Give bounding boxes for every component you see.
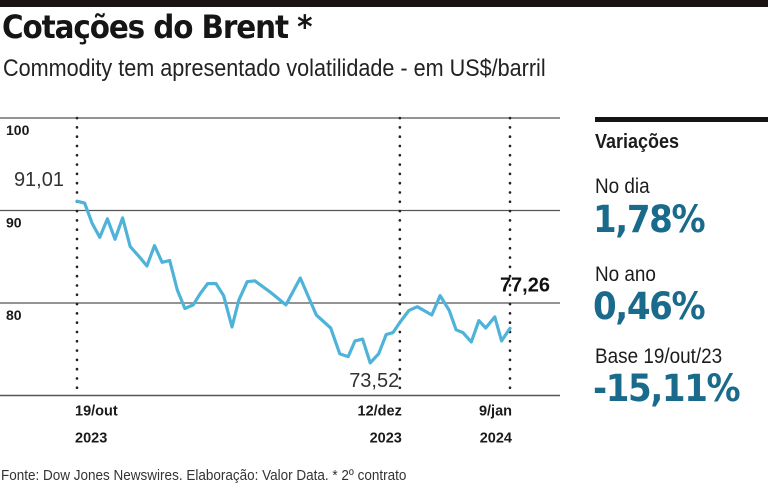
y-axis-labels: 100 90 80 xyxy=(6,122,30,323)
brent-price-line xyxy=(75,199,512,365)
x-tick-label-date: 12/dez xyxy=(358,404,402,420)
y-tick-label: 80 xyxy=(6,307,22,323)
daily-change-value: 1,78% xyxy=(593,198,706,241)
variations-panel: Variações No dia 1,78% No ano 0,46% Base… xyxy=(593,117,768,410)
x-tick-label-year: 2023 xyxy=(370,431,402,447)
year-change-label: No ano xyxy=(595,263,656,286)
base-change-value: -15,11% xyxy=(593,367,741,410)
year-change-value: 0,46% xyxy=(593,285,706,328)
x-tick-label-year: 2023 xyxy=(75,431,107,447)
source-note: Fonte: Dow Jones Newswires. Elaboração: … xyxy=(1,467,407,484)
y-tick-label: 90 xyxy=(6,215,22,231)
variations-title: Variações xyxy=(595,131,680,153)
x-axis-labels: 19/out 2023 12/dez 2023 9/jan 2024 xyxy=(75,404,512,447)
annotation-label: 91,01 xyxy=(14,169,64,191)
x-tick-label-date: 9/jan xyxy=(479,404,512,420)
x-tick-label-date: 19/out xyxy=(75,404,118,420)
base-change-label: Base 19/out/23 xyxy=(595,345,723,368)
date-markers xyxy=(75,116,512,393)
chart-title: Cotações do Brent * xyxy=(2,8,312,46)
annotations: 91,01 73,52 77,26 xyxy=(14,169,550,392)
chart-subtitle: Commodity tem apresentado volatilidade -… xyxy=(3,55,546,82)
x-tick-label-year: 2024 xyxy=(480,431,512,447)
annotation-label: 77,26 xyxy=(500,274,550,296)
annotation-label: 73,52 xyxy=(349,370,399,392)
gridlines xyxy=(0,117,560,397)
y-tick-label: 100 xyxy=(6,122,30,138)
daily-change-label: No dia xyxy=(595,175,650,198)
top-bar xyxy=(0,0,768,7)
data-points xyxy=(76,201,511,363)
